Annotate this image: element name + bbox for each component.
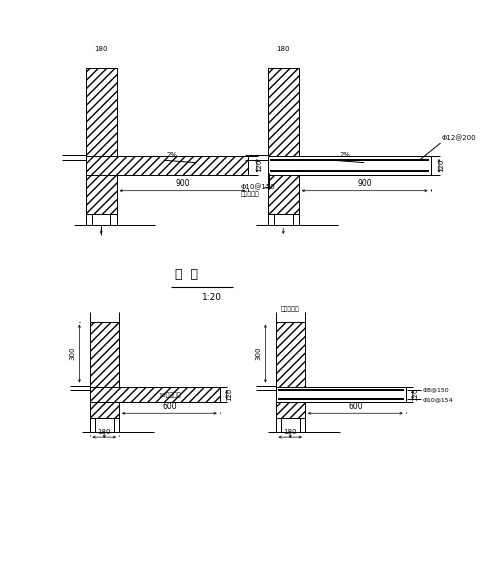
Text: 120: 120 — [256, 159, 262, 172]
Text: 180: 180 — [276, 46, 290, 52]
Text: 600: 600 — [162, 402, 177, 411]
Text: Φ10@154: Φ10@154 — [423, 397, 454, 402]
Text: Φ8@150: Φ8@150 — [423, 387, 450, 393]
Bar — [89, 321, 119, 418]
Text: Φ10@150: Φ10@150 — [241, 184, 275, 190]
Text: 120: 120 — [226, 388, 232, 402]
Text: 900: 900 — [175, 179, 190, 188]
Text: 180: 180 — [283, 429, 297, 435]
Text: 2%: 2% — [167, 152, 178, 158]
Bar — [275, 321, 305, 418]
Text: 180: 180 — [94, 46, 108, 52]
Text: 120: 120 — [439, 159, 445, 172]
Text: 2%: 2% — [339, 152, 350, 158]
Text: 120: 120 — [412, 388, 418, 402]
Bar — [268, 68, 299, 214]
Bar — [89, 387, 220, 402]
Bar — [275, 387, 406, 402]
Bar — [268, 156, 431, 175]
Text: 900: 900 — [357, 179, 372, 188]
Text: 300: 300 — [255, 347, 261, 360]
Text: 1:20: 1:20 — [202, 293, 222, 302]
Text: 大  样: 大 样 — [175, 268, 198, 281]
Text: 和楼板钉固: 和楼板钉固 — [281, 307, 299, 312]
Text: 600: 600 — [348, 402, 363, 411]
Text: Φ12@200: Φ12@200 — [442, 135, 477, 142]
Text: 10厘分布筋: 10厘分布筋 — [158, 392, 181, 398]
Bar — [86, 68, 117, 214]
Bar — [86, 156, 249, 175]
Text: 筋等分布筋: 筋等分布筋 — [241, 192, 259, 197]
Text: 180: 180 — [97, 429, 111, 435]
Text: 300: 300 — [69, 347, 75, 360]
